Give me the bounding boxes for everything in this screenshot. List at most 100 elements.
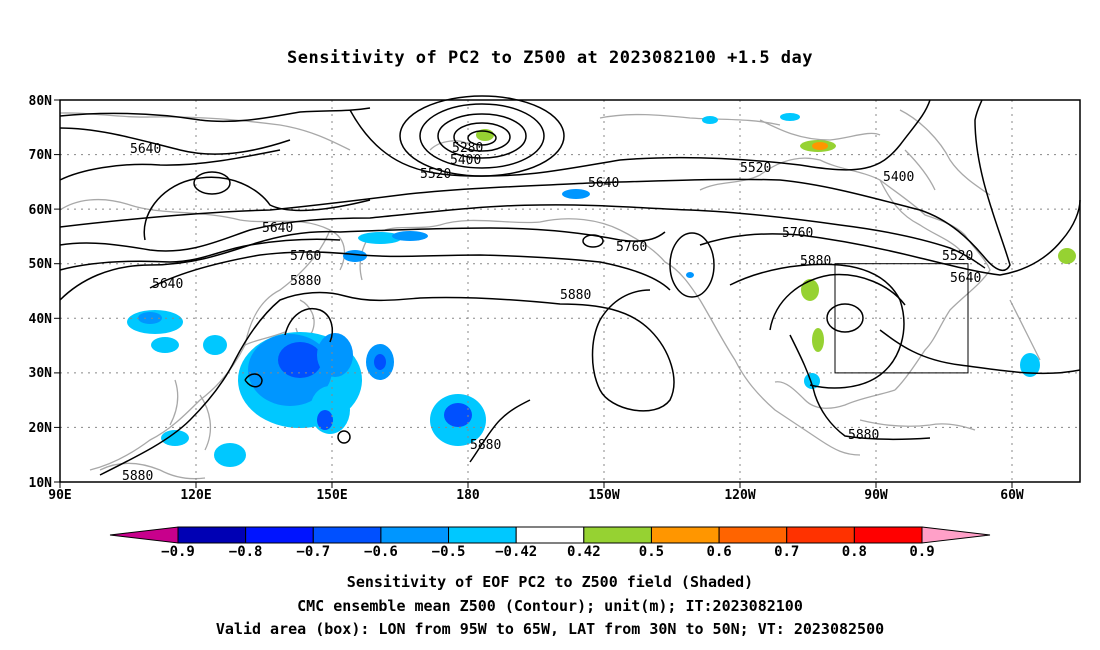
colorbar-cell [515,526,585,544]
contour-label: 5760 [290,249,321,264]
colorbar-cell [853,526,923,544]
lon-label: 90E [48,488,71,503]
caption-valid-area: Valid area (box): LON from 95W to 65W, L… [215,620,885,638]
shade-blob [317,333,353,377]
shade-blob [392,231,428,241]
caption-shading: Sensitivity of EOF PC2 to Z500 field (Sh… [346,573,754,591]
contour-label: 5520 [942,249,973,264]
colorbar-cell [177,526,247,544]
z500-contours [59,95,1081,476]
contour-label: 5640 [262,221,293,236]
colorbar-label: 0.6 [706,544,731,560]
contour-label: 5640 [130,142,161,157]
shade-blob [358,232,402,244]
contour-label: 5400 [883,170,914,185]
contour-label: 5880 [800,254,831,269]
shade-blob [812,328,824,352]
lat-label: 60N [29,203,53,218]
lat-label: 70N [29,148,53,163]
contour-labels: 5640 5280 5400 5520 5640 5520 5400 5640 … [122,141,981,484]
shade-blob [151,337,179,353]
colorbar-label: 0.7 [774,544,799,560]
lat-label: 50N [29,257,53,272]
shade-blob [1020,353,1040,377]
shade-blob [804,373,820,389]
coastlines [59,109,1041,480]
colorbar-label: −0.5 [432,544,466,560]
shade-blob [374,354,386,370]
shade-blob [138,312,162,324]
contour-label: 5880 [470,438,501,453]
colorbar-label: 0.8 [842,544,867,560]
colorbar-cell [312,526,382,544]
lon-label: 150W [588,488,619,503]
shade-blob [812,142,828,150]
colorbar-cell [245,526,314,544]
contour-label: 5760 [782,226,813,241]
colorbar-label: −0.8 [229,544,263,560]
lon-label: 120W [724,488,755,503]
colorbar-label: −0.6 [364,544,398,560]
sensitivity-shading [127,113,1076,467]
lat-label: 20N [29,421,53,436]
contour-label: 5880 [290,274,321,289]
lat-label: 10N [29,476,53,491]
shade-blob [780,113,800,121]
shade-blob [278,342,322,378]
contour-label: 5640 [588,176,619,191]
valid-area-box [834,263,969,374]
colorbar-high-arrow [921,526,991,544]
colorbar-low-arrow [109,526,179,544]
map-frame [59,99,1081,483]
shade-blob [1058,248,1076,264]
colorbar-cell [583,526,652,544]
colorbar-cell [448,526,517,544]
colorbar-cell [380,526,450,544]
map-background [60,100,1080,482]
shade-blob [317,410,333,430]
shade-blob [702,116,718,124]
colorbar-cell [718,526,788,544]
shade-blob [161,430,189,446]
shade-blob [214,443,246,467]
colorbar-label: 0.9 [909,544,934,560]
contour-label: 5400 [450,153,481,168]
lon-label: 150E [316,488,347,503]
colorbar-label: −0.7 [296,544,330,560]
shade-blob [343,250,367,262]
lon-label: 180 [456,488,480,503]
contour-label: 5880 [560,288,591,303]
shade-blob [203,335,227,355]
shade-blob [686,272,694,278]
shade-blob [444,403,472,427]
lon-label: 120E [180,488,211,503]
axis-ticks [54,99,1013,488]
caption-contour: CMC ensemble mean Z500 (Contour); unit(m… [297,597,803,615]
colorbar-cell [650,526,720,544]
lat-label: 40N [29,312,53,327]
colorbar-cells [177,526,923,544]
contour-label: 5880 [122,469,153,484]
map-title: Sensitivity of PC2 to Z500 at 2023082100… [286,48,813,68]
colorbar-label: 0.42 [567,544,601,560]
contour-label: 5520 [740,161,771,176]
shade-blob [562,189,590,199]
lat-lon-grid [60,100,1080,482]
lon-label: 90W [864,488,888,503]
colorbar-labels: −0.9 −0.8 −0.7 −0.6 −0.5 −0.42 0.42 0.5 0.6 0.7 0.… [161,544,935,560]
lat-label: 80N [29,94,53,109]
colorbar-label: −0.9 [161,544,195,560]
contour-label: 5640 [152,277,183,292]
colorbar-label: 0.5 [639,544,664,560]
lat-label: 30N [29,366,53,381]
colorbar-cell [786,526,855,544]
contour-label: 5880 [848,428,879,443]
contour-label: 5520 [420,167,451,182]
latitude-labels: 80N 70N 60N 50N 40N 30N 20N 10N [29,94,53,491]
longitude-labels: 90E 120E 150E 180 150W 120W 90W 60W [48,488,1024,503]
lon-label: 60W [1000,488,1024,503]
contour-label: 5280 [452,141,483,156]
contour-label: 5760 [616,240,647,255]
shade-blob [801,279,819,301]
